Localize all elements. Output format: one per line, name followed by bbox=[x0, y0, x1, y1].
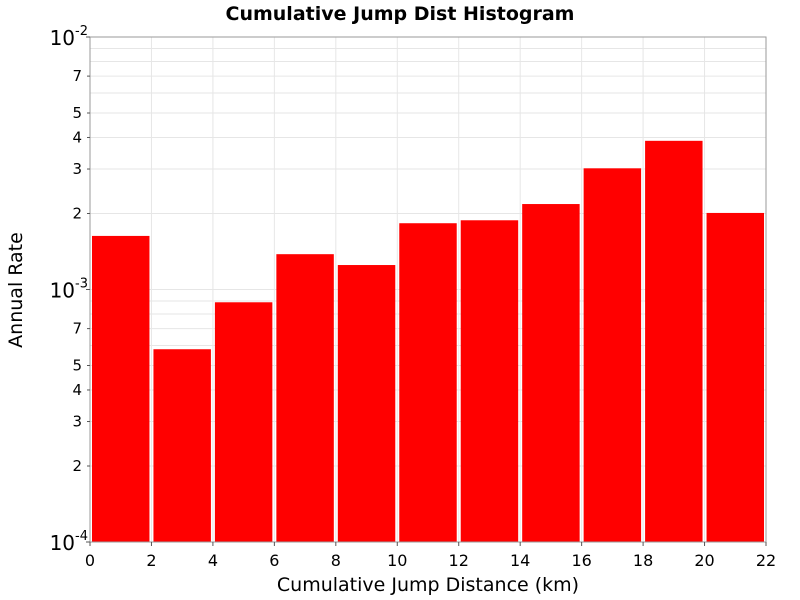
x-tick-label: 4 bbox=[208, 551, 218, 570]
x-tick-label: 0 bbox=[85, 551, 95, 570]
y-tick-label-major: 10-3 bbox=[50, 277, 88, 303]
x-tick-label: 6 bbox=[269, 551, 279, 570]
bar-4 bbox=[276, 254, 334, 542]
x-tick-label: 20 bbox=[694, 551, 714, 570]
x-tick-label: 18 bbox=[633, 551, 653, 570]
x-tick-label: 16 bbox=[571, 551, 591, 570]
x-tick-label: 2 bbox=[146, 551, 156, 570]
y-tick-label-major: 10-2 bbox=[50, 24, 88, 50]
y-tick-label-minor: 5 bbox=[72, 104, 82, 122]
bar-6 bbox=[399, 223, 457, 543]
y-tick-label-minor: 2 bbox=[72, 457, 82, 475]
y-tick-label-minor: 5 bbox=[72, 357, 82, 375]
y-tick-label-minor: 3 bbox=[72, 413, 82, 431]
bar-5 bbox=[337, 265, 396, 542]
bar-8 bbox=[522, 204, 580, 542]
bar-1 bbox=[92, 235, 150, 543]
chart-title: Cumulative Jump Dist Histogram bbox=[226, 3, 575, 25]
bar-2 bbox=[153, 349, 211, 542]
bar-11 bbox=[706, 212, 764, 542]
x-tick-label: 14 bbox=[510, 551, 530, 570]
y-tick-label-minor: 2 bbox=[72, 204, 82, 222]
bar-3 bbox=[214, 302, 273, 542]
x-tick-label: 8 bbox=[331, 551, 341, 570]
y-axis-label: Annual Rate bbox=[5, 232, 27, 348]
x-tick-label: 22 bbox=[756, 551, 776, 570]
x-tick-label: 10 bbox=[387, 551, 407, 570]
y-tick-label-minor: 4 bbox=[72, 381, 82, 399]
y-tick-label-minor: 3 bbox=[72, 160, 82, 178]
y-tick-label-minor: 7 bbox=[72, 67, 82, 85]
y-tick-label-minor: 4 bbox=[72, 128, 82, 146]
bar-7 bbox=[460, 220, 519, 542]
x-axis-label: Cumulative Jump Distance (km) bbox=[277, 574, 579, 596]
bar-9 bbox=[583, 168, 642, 542]
y-tick-label-major: 10-4 bbox=[50, 529, 88, 555]
bar-10 bbox=[645, 140, 703, 542]
plot-area: 0 2 4 6 8 10 12 14 16 18 20 22 10-4 10-3 10-2 2 3 4 5 7 2 3 4 5… bbox=[50, 24, 777, 570]
y-tick-label-minor: 7 bbox=[72, 320, 82, 338]
x-tick-label: 12 bbox=[449, 551, 469, 570]
